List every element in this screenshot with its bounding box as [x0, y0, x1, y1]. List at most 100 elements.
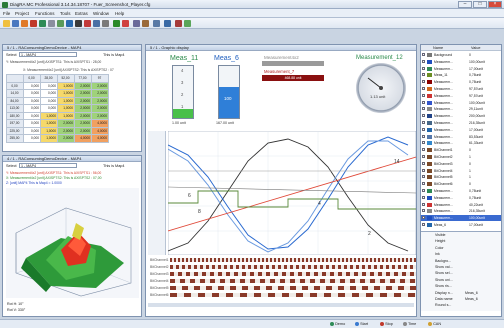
signal-checkbox[interactable]	[422, 100, 425, 104]
table-cell[interactable]: 2,0000	[91, 104, 109, 113]
table-cell[interactable]: 0,000	[23, 119, 41, 128]
table-cell[interactable]: 0,000	[23, 111, 41, 120]
record-icon[interactable]	[75, 20, 82, 27]
table-cell[interactable]: 0,000	[40, 81, 58, 90]
signal-checkbox[interactable]	[422, 141, 425, 145]
row-axis-cell[interactable]: 225,00	[6, 126, 24, 135]
signal-checkbox[interactable]	[422, 175, 425, 179]
signal-row[interactable]: Meas_6 17,00unit	[421, 222, 501, 228]
table-header-cell[interactable]: 28,00	[40, 74, 58, 83]
property-row[interactable]: Visible	[423, 233, 499, 239]
meas7-bar[interactable]: 468.88 unit	[262, 75, 324, 81]
status-start[interactable]: Start	[355, 322, 368, 326]
save-icon[interactable]	[12, 20, 19, 27]
maximize-button[interactable]: □	[473, 1, 487, 8]
scissors-icon[interactable]	[175, 20, 182, 27]
signal-checkbox[interactable]	[422, 209, 425, 213]
signal-checkbox[interactable]	[422, 189, 425, 192]
row-axis-cell[interactable]: 0,00	[6, 81, 24, 90]
table-cell[interactable]: 0,000	[23, 134, 41, 143]
meas4x2-bar[interactable]	[262, 61, 324, 66]
display-icon[interactable]	[153, 20, 160, 27]
signal-row[interactable]: Measurem... 100,00unit	[421, 215, 501, 222]
table-cell[interactable]: 2,0000	[74, 126, 92, 135]
open-folder-icon[interactable]	[3, 20, 10, 27]
menu-functions[interactable]: Functions	[35, 11, 55, 16]
property-row[interactable]: Show sel...	[423, 271, 499, 277]
table-cell[interactable]: 0,000	[23, 96, 41, 105]
window-icon[interactable]	[164, 20, 171, 27]
row-axis-cell[interactable]: 197,00	[6, 119, 24, 128]
grid-icon[interactable]	[133, 20, 140, 27]
horizontal-scrollbar[interactable]	[148, 303, 414, 307]
menu-file[interactable]: File	[3, 11, 11, 16]
signal-row[interactable]: Meas_11 0,78unit	[421, 72, 501, 78]
signal-checkbox[interactable]	[422, 223, 425, 226]
signal-row[interactable]: Measurem... 17,00unit	[421, 127, 501, 133]
signal-checkbox[interactable]	[422, 148, 425, 152]
meas11-bar[interactable]: 4 3 2 1	[172, 65, 194, 119]
table-cell[interactable]: 1,0000	[40, 126, 58, 135]
table-cell[interactable]: 1,0000	[40, 119, 58, 128]
signal-checkbox[interactable]	[422, 202, 425, 206]
table-cell[interactable]: 4,0000	[74, 134, 92, 143]
property-row[interactable]: Color	[423, 246, 499, 252]
signal-checkbox[interactable]	[422, 107, 425, 111]
table-cell[interactable]: 1,0000	[57, 89, 75, 98]
signal-row[interactable]: BitChannel1 0	[421, 147, 501, 153]
signal-row[interactable]: Measurem... 17,00unit	[421, 66, 501, 72]
play-icon[interactable]	[39, 20, 46, 27]
menu-window[interactable]: Window	[93, 11, 110, 16]
signal-row[interactable]: Measurem... 216,35unit	[421, 120, 501, 126]
signal-row[interactable]: BitChannel5 1	[421, 174, 501, 180]
signal-row[interactable]: Background 0	[421, 52, 501, 58]
row-axis-cell[interactable]: 14,00	[6, 89, 24, 98]
signal-checkbox[interactable]	[422, 195, 425, 199]
signal-row[interactable]: Measurem... 100,00unit	[421, 100, 501, 106]
measure-icon[interactable]	[113, 20, 120, 27]
menu-project[interactable]: Project	[15, 11, 30, 16]
table-cell[interactable]: 4,0000	[91, 119, 109, 128]
table-header-cell[interactable]: 52,00	[57, 74, 75, 83]
table-header-cell[interactable]: 77,00	[74, 74, 92, 83]
close-button[interactable]: ×	[488, 1, 502, 8]
flag-icon[interactable]	[84, 20, 91, 27]
signal-checkbox[interactable]	[422, 87, 425, 90]
signal-checkbox[interactable]	[422, 182, 425, 186]
status-stop[interactable]: Stop	[380, 322, 393, 326]
refresh-icon[interactable]	[184, 20, 191, 27]
table-cell[interactable]: 2,0000	[74, 89, 92, 98]
signal-checkbox[interactable]	[422, 114, 425, 118]
signal-row[interactable]: BitChannel3 0	[421, 161, 501, 167]
signal-row[interactable]: BitChannel4 1	[421, 168, 501, 174]
signal-checkbox[interactable]	[422, 134, 425, 138]
table-cell[interactable]: 2,0000	[74, 111, 92, 120]
menu-extras[interactable]: Extras	[75, 11, 88, 16]
property-row[interactable]: Backgro...	[423, 259, 499, 265]
table-header-cell[interactable]: 0,00	[23, 74, 41, 83]
tool-icon[interactable]	[142, 20, 149, 27]
table-cell[interactable]: 2,0000	[91, 81, 109, 90]
table-cell[interactable]: 2,0000	[74, 81, 92, 90]
table-cell[interactable]: 4,0000	[91, 134, 109, 143]
table-header-cell[interactable]: 97	[91, 74, 109, 83]
map-select[interactable]: 1 - MAP4	[19, 163, 77, 168]
row-axis-cell[interactable]: 180,00	[6, 111, 24, 120]
table-cell[interactable]: 1,0000	[40, 111, 58, 120]
signal-checkbox[interactable]	[422, 93, 425, 97]
table-cell[interactable]: 2,0000	[57, 134, 75, 143]
property-row[interactable]: Round s...	[423, 303, 499, 309]
signal-row[interactable]: Measurem... 216,35unit	[421, 208, 501, 214]
signal-checkbox[interactable]	[422, 161, 425, 165]
stop-icon[interactable]	[30, 20, 37, 27]
property-row[interactable]: Show ris...	[423, 284, 499, 290]
signal-checkbox[interactable]	[422, 168, 425, 172]
signal-checkbox[interactable]	[422, 127, 425, 131]
table-cell[interactable]: 0,000	[23, 81, 41, 90]
property-row[interactable]: Data name Meas_6	[423, 297, 499, 303]
property-row[interactable]: Show uni...	[423, 278, 499, 284]
table-cell[interactable]: 1,0000	[57, 81, 75, 90]
table-cell[interactable]: 1,0000	[57, 104, 75, 113]
signal-row[interactable]: Measurem... 61,33unit	[421, 140, 501, 146]
row-axis-cell[interactable]: 113,00	[6, 104, 24, 113]
